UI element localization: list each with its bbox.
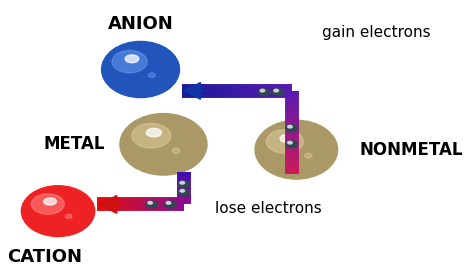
Circle shape [272, 89, 284, 96]
Ellipse shape [305, 153, 312, 158]
Ellipse shape [148, 73, 155, 77]
Circle shape [286, 125, 298, 132]
Circle shape [178, 181, 190, 188]
Text: CATION: CATION [7, 248, 82, 266]
Text: METAL: METAL [43, 135, 105, 153]
Circle shape [178, 189, 190, 196]
Ellipse shape [112, 50, 147, 73]
Circle shape [288, 142, 292, 144]
Circle shape [274, 89, 278, 92]
Ellipse shape [255, 120, 337, 179]
Circle shape [286, 141, 298, 148]
Circle shape [258, 89, 270, 96]
Ellipse shape [143, 69, 166, 86]
Text: gain electrons: gain electrons [322, 25, 431, 40]
Circle shape [180, 181, 184, 184]
Ellipse shape [44, 198, 56, 205]
Ellipse shape [146, 128, 162, 137]
Circle shape [166, 202, 171, 204]
Ellipse shape [21, 186, 95, 237]
Ellipse shape [165, 144, 192, 162]
Ellipse shape [120, 114, 207, 175]
Text: lose electrons: lose electrons [216, 201, 322, 216]
Circle shape [260, 89, 264, 92]
Ellipse shape [266, 130, 303, 153]
Ellipse shape [172, 148, 180, 153]
Text: NONMETAL: NONMETAL [359, 141, 463, 159]
Ellipse shape [280, 134, 294, 143]
Text: ANION: ANION [108, 15, 173, 33]
Ellipse shape [60, 211, 82, 226]
Ellipse shape [125, 55, 139, 63]
Circle shape [164, 201, 176, 208]
Ellipse shape [299, 149, 323, 167]
Ellipse shape [65, 214, 72, 218]
Ellipse shape [31, 194, 64, 214]
Ellipse shape [132, 124, 171, 148]
Circle shape [180, 189, 184, 192]
Circle shape [288, 125, 292, 128]
Circle shape [146, 201, 158, 208]
Ellipse shape [101, 42, 180, 98]
Circle shape [148, 202, 153, 204]
